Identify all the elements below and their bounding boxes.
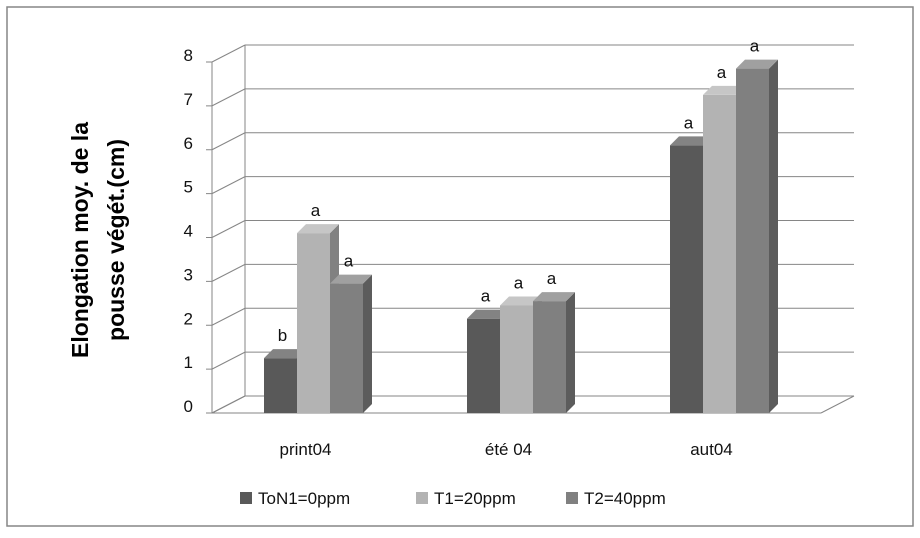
y-tick-label: 6	[184, 134, 193, 153]
bar	[703, 94, 736, 413]
significance-label: a	[481, 287, 491, 306]
y-tick-label: 7	[184, 90, 193, 109]
bar-side	[363, 274, 372, 413]
x-category-label: print04	[280, 440, 332, 459]
bar	[736, 68, 769, 414]
legend: ToN1=0ppm T1=20ppm T2=40ppm	[240, 489, 666, 508]
gridline-diagonal	[211, 351, 246, 370]
legend-label: T1=20ppm	[434, 489, 516, 508]
y-tick-label: 0	[184, 397, 193, 416]
significance-label: a	[547, 269, 557, 288]
category-labels: print04 été 04 aut04	[280, 440, 733, 459]
gridline-diagonal	[211, 44, 246, 63]
y-tick-label: 8	[184, 46, 193, 65]
bar-top	[500, 296, 542, 306]
x-category-label: aut04	[690, 440, 733, 459]
bar	[670, 145, 703, 414]
gridline-diagonal	[211, 263, 246, 282]
significance-label: b	[278, 326, 287, 345]
bar-top	[264, 349, 306, 359]
bar-top	[670, 136, 712, 146]
bar	[264, 358, 297, 413]
y-axis-ticks: 0 1 2 3 4 5 6 7 8	[184, 46, 193, 416]
y-tick-label: 5	[184, 178, 193, 197]
gridline-diagonal	[211, 395, 246, 414]
legend-label: ToN1=0ppm	[258, 489, 350, 508]
y-tick-label: 2	[184, 309, 193, 328]
bar-top	[736, 59, 778, 69]
gridline-diagonal	[211, 307, 246, 326]
significance-label: a	[344, 252, 354, 271]
y-tick-label: 1	[184, 353, 193, 372]
bar	[330, 283, 363, 413]
legend-swatch	[240, 492, 252, 504]
bar-top	[703, 85, 745, 95]
y-tick-label: 3	[184, 265, 193, 284]
bar-side	[769, 59, 778, 414]
bar	[297, 233, 330, 413]
legend-label: T2=40ppm	[584, 489, 666, 508]
significance-label: a	[311, 201, 321, 220]
y-axis-label-line2: pousse végét.(cm)	[103, 139, 129, 341]
x-category-label: été 04	[485, 440, 532, 459]
bar	[533, 301, 566, 413]
bars	[264, 59, 778, 414]
bar-top	[330, 274, 372, 284]
significance-labels: b a a a a a a a a	[278, 37, 760, 346]
bar-top	[533, 292, 575, 302]
bar	[500, 305, 533, 413]
floor-right-edge	[820, 395, 855, 414]
y-tick-label: 4	[184, 222, 193, 241]
significance-label: a	[750, 37, 760, 56]
gridline-diagonal	[211, 132, 246, 151]
bar	[467, 318, 500, 413]
significance-label: a	[684, 113, 694, 132]
gridline-diagonal	[211, 176, 246, 195]
bar-side	[566, 292, 575, 413]
legend-swatch	[566, 492, 578, 504]
gridline-diagonal	[211, 220, 246, 238]
significance-label: a	[717, 63, 727, 82]
bar-top	[297, 224, 339, 234]
legend-swatch	[416, 492, 428, 504]
significance-label: a	[514, 274, 524, 293]
gridline-diagonal	[211, 88, 246, 107]
bar-top	[467, 309, 509, 319]
y-axis-label-line1: Elongation moy. de la	[67, 122, 93, 358]
